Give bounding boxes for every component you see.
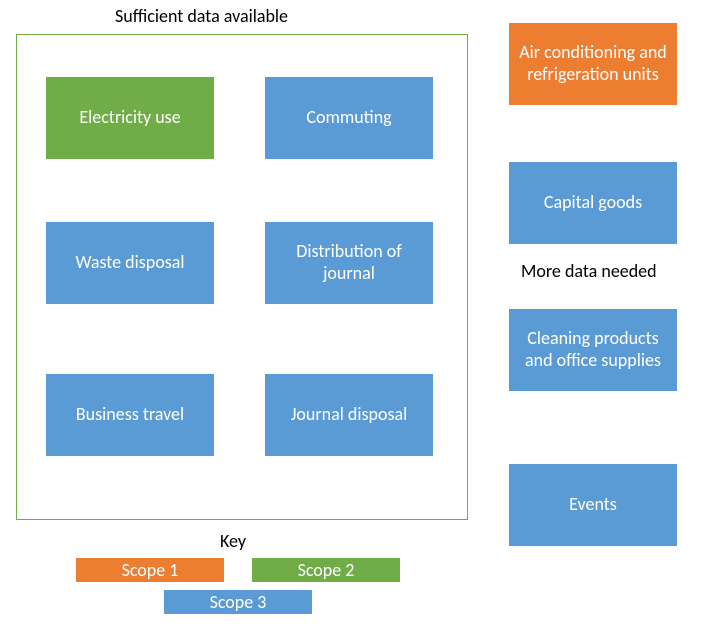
key-heading: Key <box>220 530 246 552</box>
box-business-travel: Business travel <box>46 374 214 456</box>
key-scope3: Scope 3 <box>164 590 312 614</box>
key-scope2: Scope 2 <box>252 558 400 582</box>
box-commuting: Commuting <box>265 77 433 159</box>
heading-more-data-needed: More data needed <box>521 260 657 282</box>
box-journal-disposal: Journal disposal <box>265 374 433 456</box>
box-events: Events <box>509 464 677 546</box>
heading-sufficient-data: Sufficient data available <box>115 5 288 27</box>
box-waste-disposal: Waste disposal <box>46 222 214 304</box>
box-cleaning-products: Cleaning products and office supplies <box>509 309 677 391</box>
box-distribution-of-journal: Distribution of journal <box>265 222 433 304</box>
key-scope1: Scope 1 <box>76 558 224 582</box>
box-capital-goods: Capital goods <box>509 162 677 244</box>
box-air-conditioning: Air conditioning and refrigeration units <box>509 23 677 105</box>
box-electricity-use: Electricity use <box>46 77 214 159</box>
